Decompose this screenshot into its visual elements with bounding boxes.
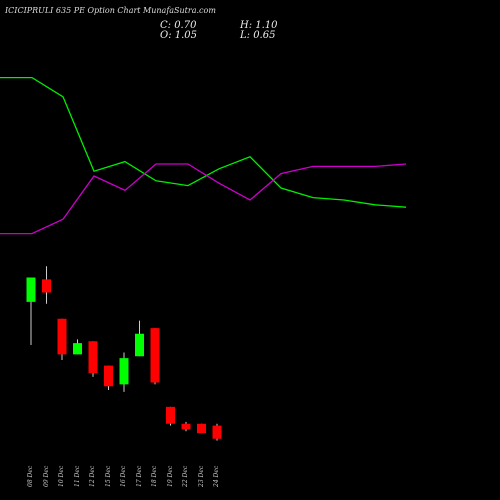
open-value: O: 1.05 xyxy=(160,30,198,41)
x-tick-label: 16 Dec xyxy=(120,465,127,487)
x-tick-label: 18 Dec xyxy=(151,465,158,487)
x-tick-label: 17 Dec xyxy=(135,465,143,487)
x-tick-label: 15 Dec xyxy=(104,465,112,487)
magenta-indicator-line xyxy=(0,163,407,235)
candle-body xyxy=(212,425,222,439)
x-tick-label: 09 Dec xyxy=(42,465,50,487)
candle-body xyxy=(166,406,175,424)
high-value: H: 1.10 xyxy=(240,20,278,31)
candle-body xyxy=(104,365,113,387)
candle-body xyxy=(119,358,129,385)
candle-body xyxy=(181,423,191,430)
x-tick-label: 23 Dec xyxy=(197,465,205,487)
x-tick-label: 19 Dec xyxy=(166,465,174,487)
candle-body xyxy=(26,277,36,302)
x-tick-label: 10 Dec xyxy=(58,465,65,487)
candle-body xyxy=(150,328,160,383)
candle-body xyxy=(42,279,51,293)
x-tick-label: 12 Dec xyxy=(89,465,96,487)
x-tick-label: 11 Dec xyxy=(73,465,81,487)
candle-body xyxy=(135,333,144,357)
low-value: L: 0.65 xyxy=(240,30,276,41)
green-indicator-line xyxy=(0,76,407,208)
x-tick-label: 22 Dec xyxy=(182,465,189,487)
chart-title: ICICIPRULI 635 PE Option Chart MunafaSut… xyxy=(5,6,216,15)
candle-body xyxy=(88,341,98,374)
close-value: C: 0.70 xyxy=(160,20,197,31)
x-tick-label: 24 Dec xyxy=(213,465,220,487)
x-tick-label: 08 Dec xyxy=(27,465,34,487)
candle-body xyxy=(73,343,82,355)
candle-body xyxy=(197,423,206,434)
candle-body xyxy=(57,318,67,355)
